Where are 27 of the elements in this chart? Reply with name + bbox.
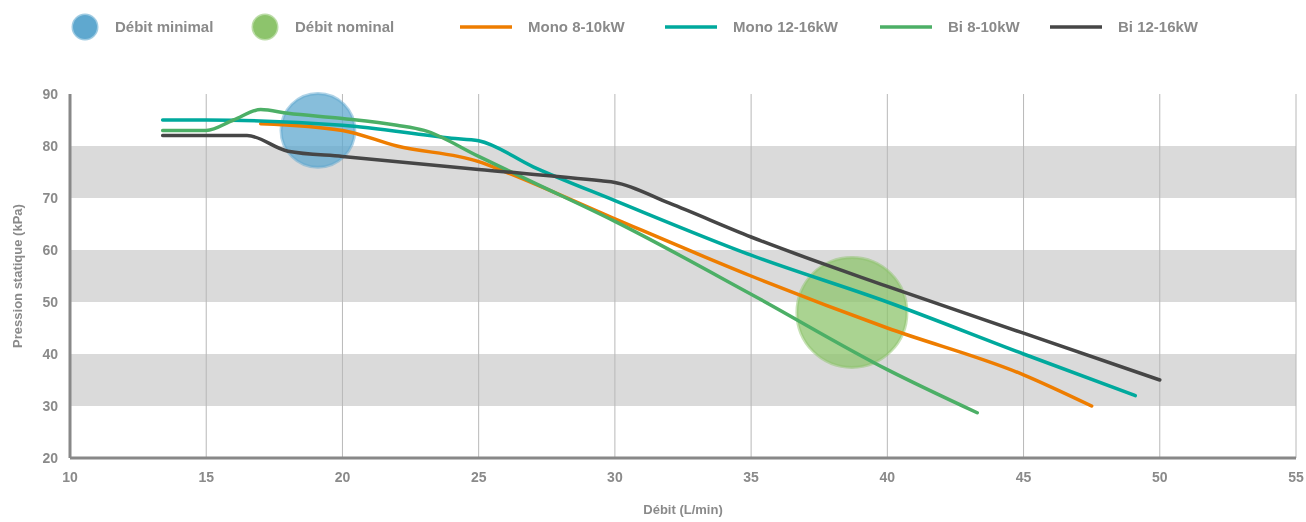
legend-label: Bi 8-10kW — [948, 18, 1021, 36]
y-axis-title: Pression statique (kPa) — [10, 204, 25, 348]
legend-label: Mono 8-10kW — [528, 18, 626, 36]
y-tick-label: 40 — [42, 345, 59, 362]
x-tick-label: 10 — [62, 469, 78, 485]
y-tick-label: 30 — [42, 397, 59, 414]
x-tick-label: 20 — [334, 469, 351, 485]
legend-label: Débit nominal — [295, 18, 395, 36]
y-tick-label: 80 — [42, 137, 59, 154]
x-tick-label: 30 — [607, 469, 623, 485]
x-tick-label: 40 — [879, 469, 896, 485]
legend-label: Débit minimal — [115, 18, 214, 36]
x-tick-label: 50 — [1151, 469, 1168, 485]
x-tick-label: 35 — [743, 469, 760, 485]
y-tick-label: 50 — [42, 293, 59, 310]
y-tick-label: 70 — [42, 189, 59, 206]
x-tick-label: 25 — [470, 469, 487, 485]
legend-label: Bi 12-16kW — [1118, 18, 1199, 36]
y-tick-label: 20 — [42, 449, 59, 466]
line-series — [160, 107, 979, 415]
x-tick-label: 15 — [198, 469, 215, 485]
y-tick-label: 90 — [42, 85, 59, 102]
legend-label: Mono 12-16kW — [733, 18, 839, 36]
y-tick-label: 60 — [42, 241, 59, 258]
x-tick-label: 45 — [1015, 469, 1032, 485]
x-tick-label: 55 — [1288, 469, 1304, 485]
x-axis-title: Débit (L/min) — [643, 502, 723, 517]
